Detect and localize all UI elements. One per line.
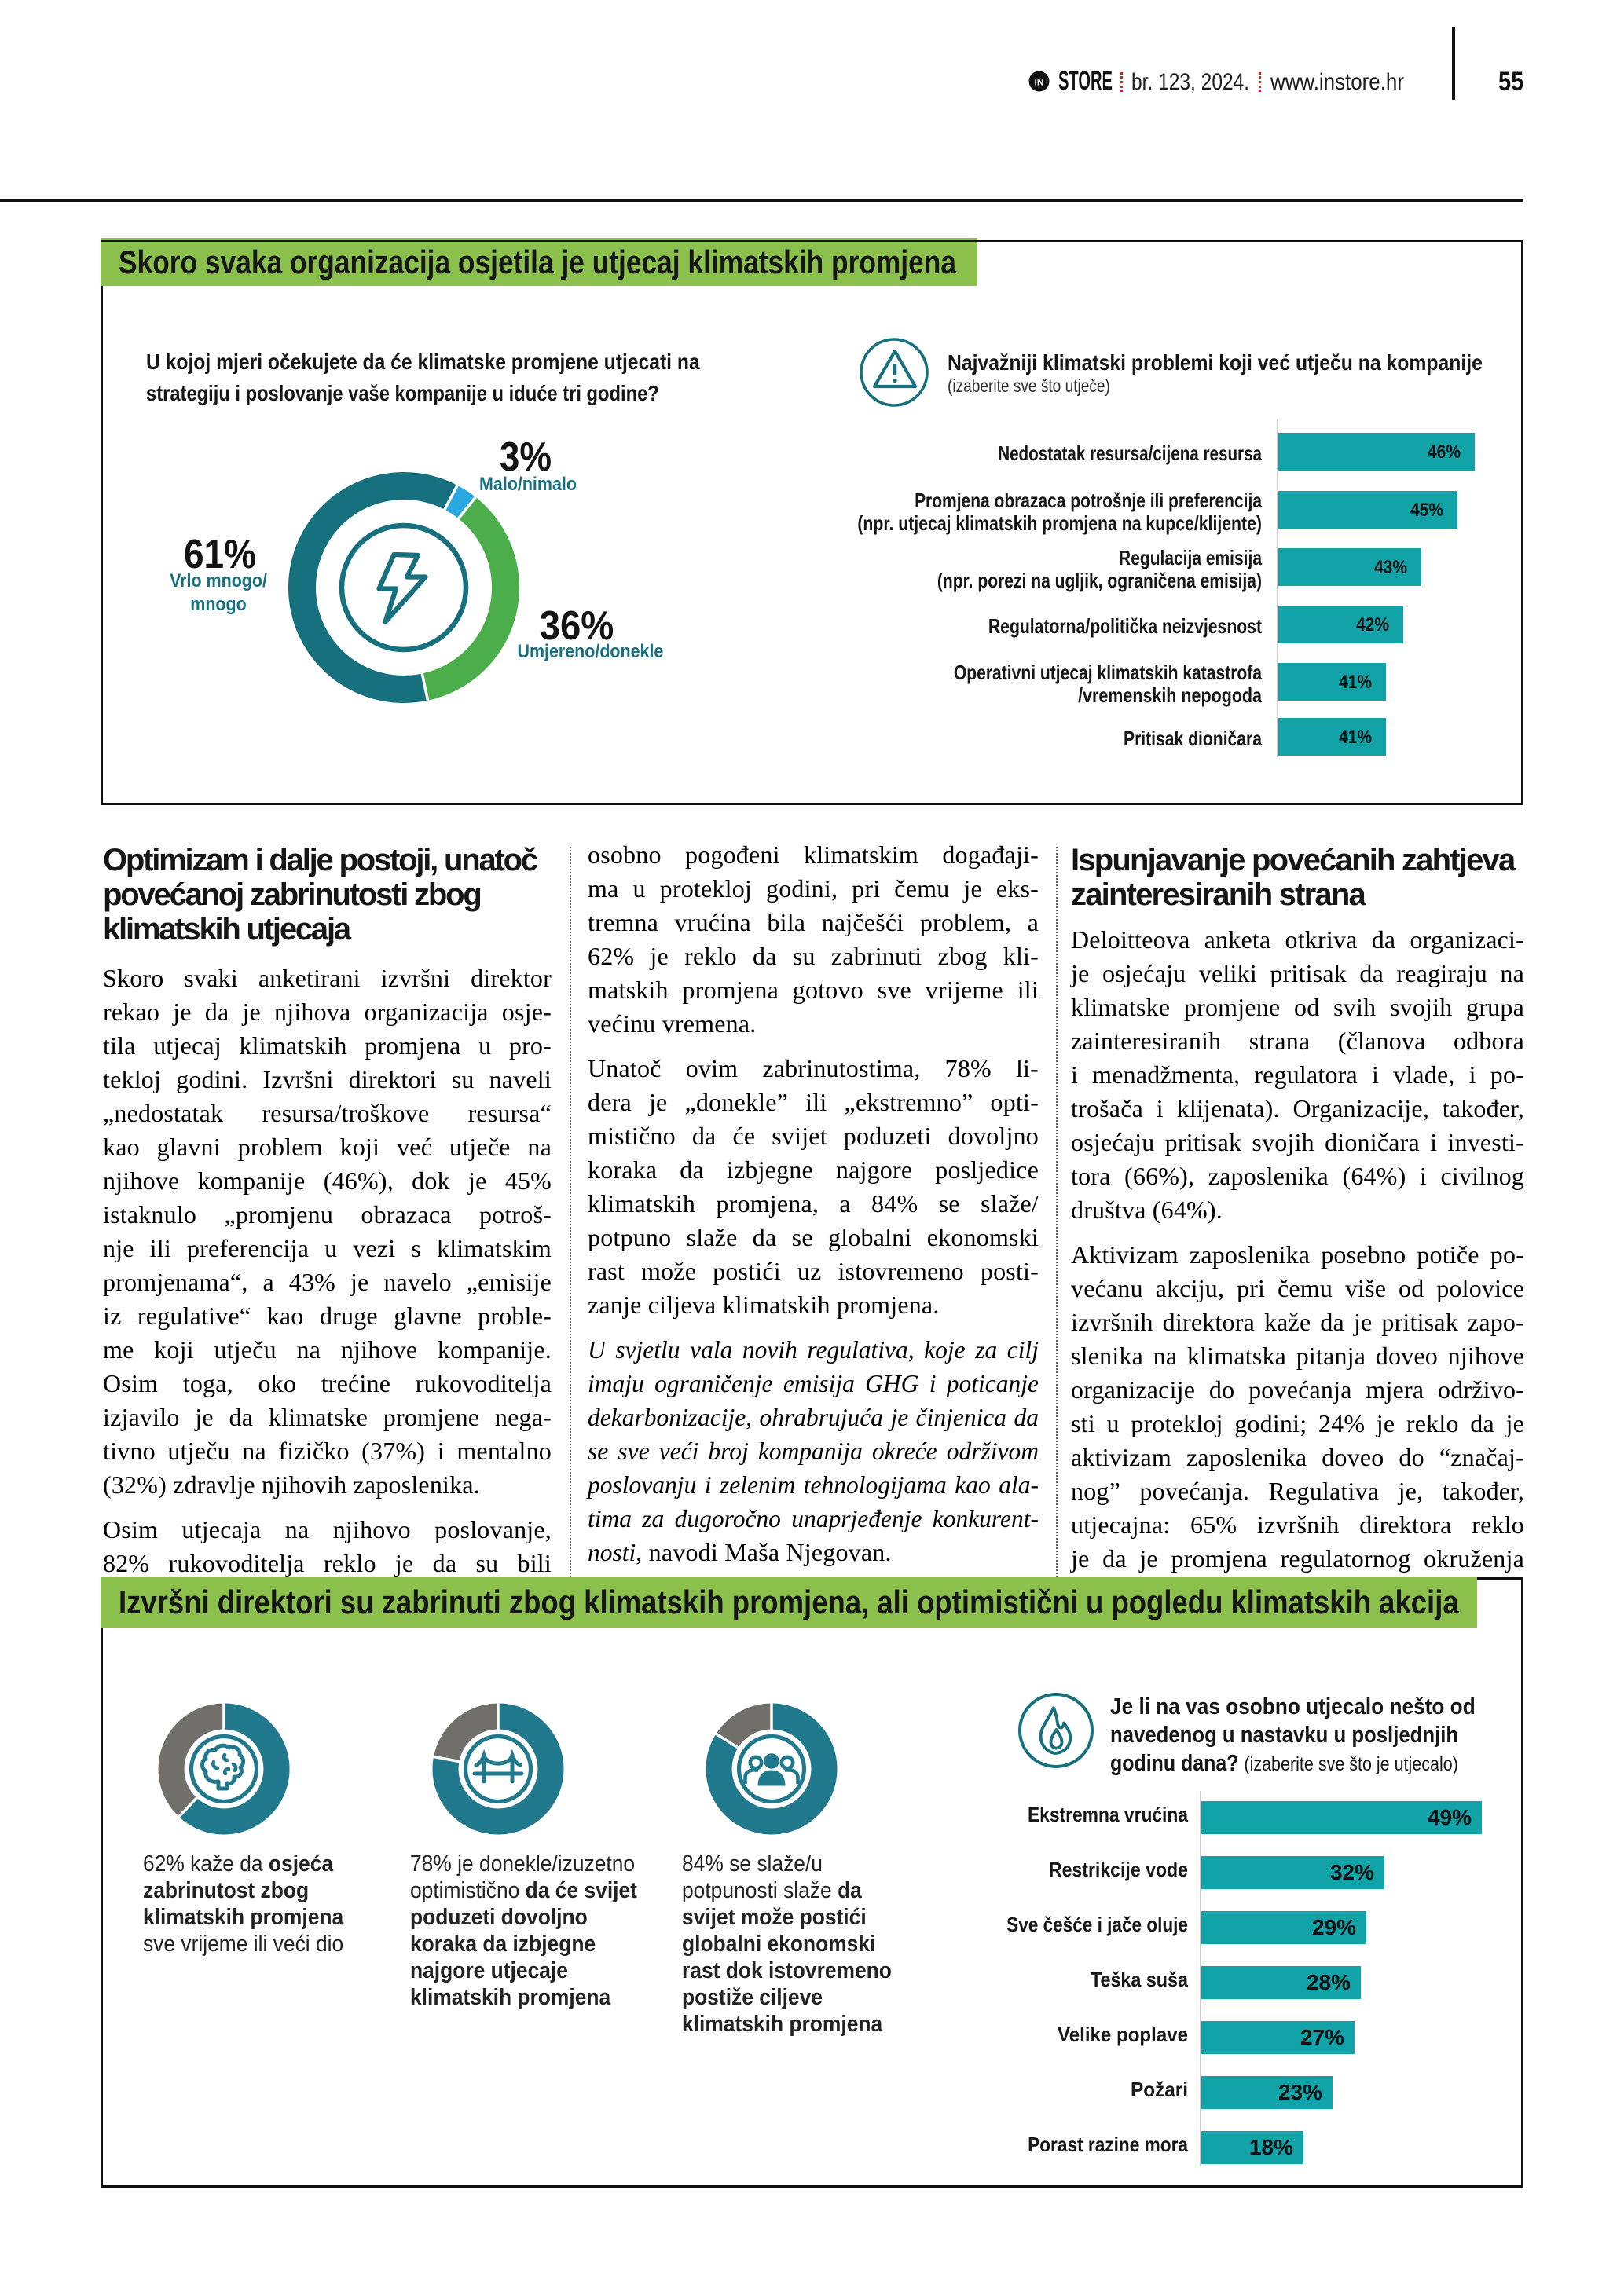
svg-text:IN: IN xyxy=(1035,77,1044,88)
